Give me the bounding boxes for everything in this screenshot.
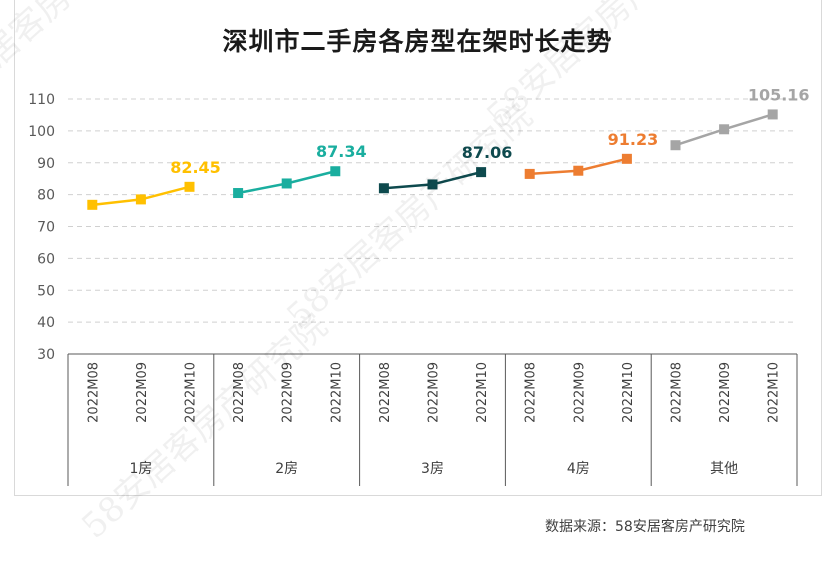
data-point xyxy=(135,194,146,205)
data-point xyxy=(767,109,778,120)
data-point xyxy=(573,165,584,176)
data-point xyxy=(184,181,195,192)
data-point xyxy=(281,178,292,189)
data-label: 91.23 xyxy=(608,130,659,149)
x-tick-label: 2022M10 xyxy=(184,362,199,423)
x-tick-label: 2022M09 xyxy=(281,362,296,423)
y-tick-label: 80 xyxy=(37,188,55,204)
category-label: 4房 xyxy=(567,461,590,477)
x-tick-label: 2022M08 xyxy=(524,362,539,423)
x-tick-label: 2022M10 xyxy=(475,362,490,423)
data-point xyxy=(719,124,730,135)
data-point xyxy=(330,166,341,177)
x-tick-label: 2022M08 xyxy=(86,362,101,423)
x-tick-label: 2022M09 xyxy=(135,362,150,423)
y-tick-label: 40 xyxy=(37,315,55,331)
x-tick-label: 2022M09 xyxy=(572,362,587,423)
category-label: 3房 xyxy=(421,461,444,477)
y-tick-label: 100 xyxy=(28,124,55,140)
data-label: 105.16 xyxy=(748,85,810,104)
data-point xyxy=(427,179,438,190)
category-label: 其他 xyxy=(710,461,738,477)
chart-frame xyxy=(14,0,822,496)
y-tick-label: 50 xyxy=(37,283,55,299)
data-point xyxy=(621,153,632,164)
data-label: 87.34 xyxy=(316,142,367,161)
chart-title: 深圳市二手房各房型在架时长走势 xyxy=(222,27,613,56)
category-label: 2房 xyxy=(275,461,298,477)
x-tick-label: 2022M09 xyxy=(718,362,733,423)
y-tick-label: 110 xyxy=(28,92,55,108)
data-point xyxy=(87,199,98,210)
data-point xyxy=(378,183,389,194)
x-tick-label: 2022M10 xyxy=(767,362,782,423)
x-tick-label: 2022M08 xyxy=(670,362,685,423)
data-point xyxy=(524,168,535,179)
data-point xyxy=(670,140,681,151)
y-tick-label: 90 xyxy=(37,156,55,172)
data-label: 87.06 xyxy=(462,143,513,162)
x-tick-label: 2022M09 xyxy=(427,362,442,423)
x-tick-label: 2022M08 xyxy=(232,362,247,423)
data-label: 82.45 xyxy=(170,158,221,177)
data-point xyxy=(476,167,487,178)
source-note: 数据来源：58安居客房产研究院 xyxy=(545,519,745,535)
x-tick-label: 2022M08 xyxy=(378,362,393,423)
y-tick-label: 70 xyxy=(37,220,55,236)
x-tick-label: 2022M10 xyxy=(329,362,344,423)
data-point xyxy=(233,188,244,199)
category-label: 1房 xyxy=(129,461,152,477)
y-tick-label: 30 xyxy=(37,347,55,363)
x-tick-label: 2022M10 xyxy=(621,362,636,423)
y-tick-label: 60 xyxy=(37,251,55,267)
